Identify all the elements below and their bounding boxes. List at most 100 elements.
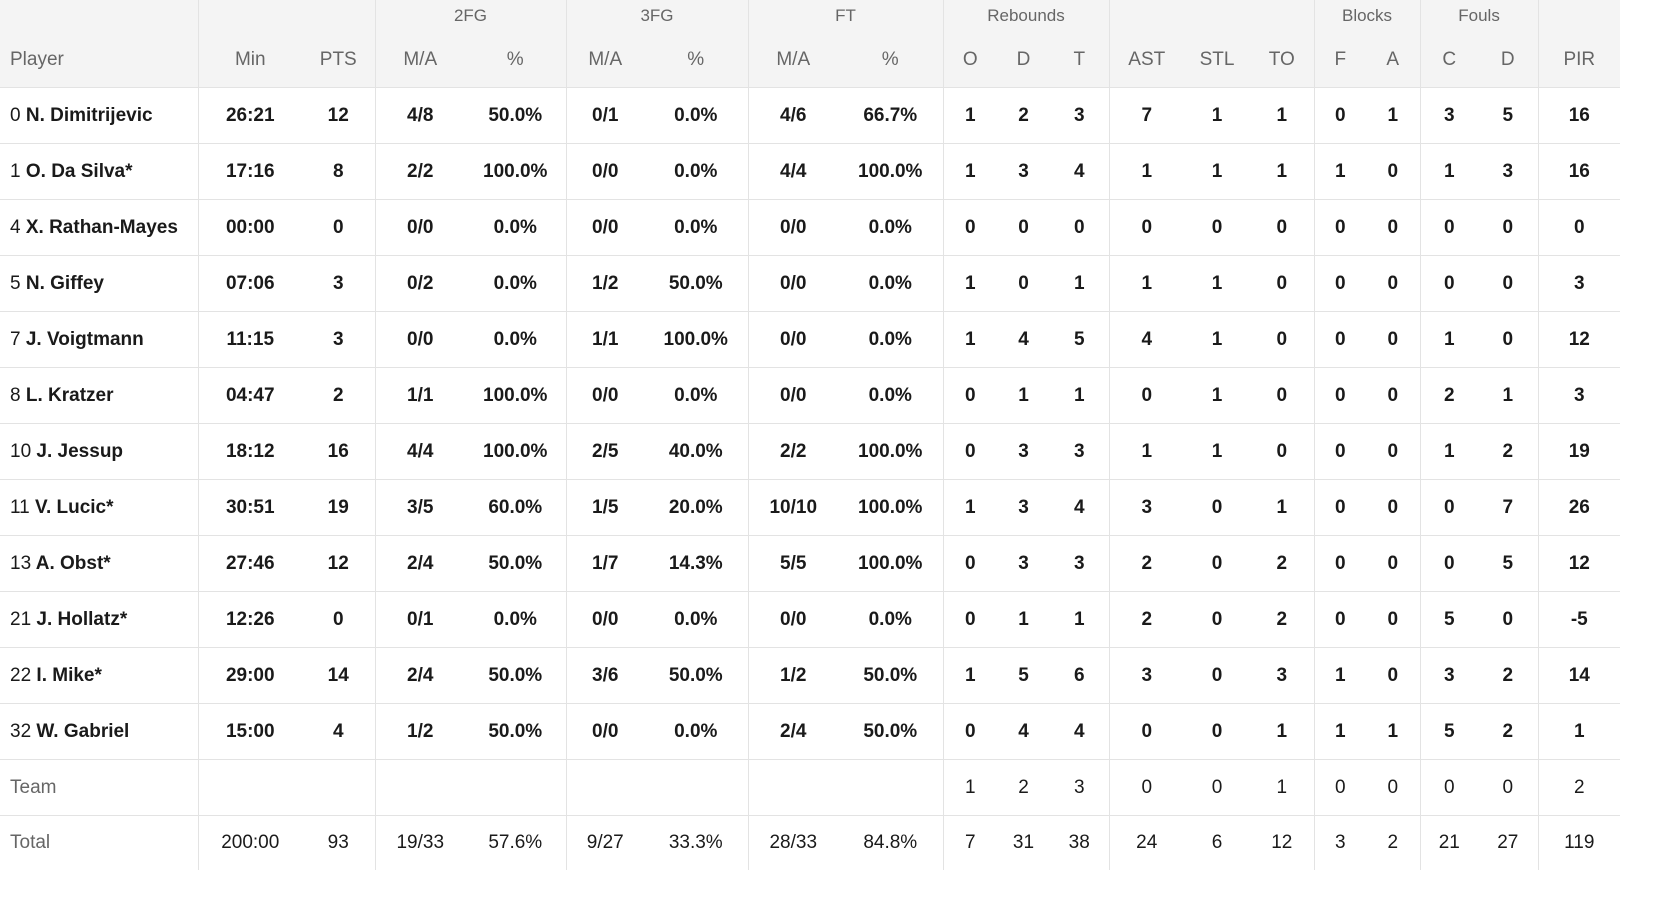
stat-reb-o: 1 xyxy=(942,87,997,144)
column-header-blk-a[interactable]: A xyxy=(1366,32,1421,88)
stat-foul-d: 3 xyxy=(1478,143,1539,200)
column-header-stl[interactable]: STL xyxy=(1184,32,1250,88)
table-row[interactable]: 1 O. Da Silva* 17:16 8 2/2 100.0% 0/0 0.0% 4/4 1… xyxy=(0,143,1621,200)
stat-3fg-pct: 0.0% xyxy=(644,87,748,144)
stat-pts: 16 xyxy=(302,423,375,480)
stat-pir: 3 xyxy=(1537,255,1621,312)
team-foul-d: 0 xyxy=(1478,759,1539,816)
column-header-foul-c[interactable]: C xyxy=(1419,32,1479,88)
stat-ft-ma: 1/2 xyxy=(747,647,838,704)
column-header-2fg-pct[interactable]: % xyxy=(465,32,566,88)
stat-pts: 12 xyxy=(302,87,375,144)
column-header-to[interactable]: TO xyxy=(1250,32,1315,88)
stat-foul-d: 5 xyxy=(1478,535,1539,592)
column-header-reb-d[interactable]: D xyxy=(997,32,1050,88)
column-header-min[interactable]: Min xyxy=(197,32,302,88)
column-header-ft-ma[interactable]: M/A xyxy=(747,32,838,88)
team-to: 1 xyxy=(1250,759,1315,816)
player-name-link[interactable]: O. Da Silva* xyxy=(25,160,133,182)
stat-blk-f: 0 xyxy=(1313,199,1367,256)
player-name-link[interactable]: J. Jessup xyxy=(36,440,124,462)
stat-2fg-pct: 50.0% xyxy=(465,703,566,760)
player-name-link[interactable]: N. Giffey xyxy=(25,272,104,294)
player-name-link[interactable]: I. Mike* xyxy=(36,664,102,686)
table-row[interactable]: 0 N. Dimitrijevic 26:21 12 4/8 50.0% 0/1 0.0% 4… xyxy=(0,87,1621,144)
stat-3fg-pct: 0.0% xyxy=(644,199,748,256)
column-header-reb-o[interactable]: O xyxy=(942,32,997,88)
stat-min: 00:00 xyxy=(197,199,302,256)
stat-blk-f: 0 xyxy=(1313,311,1367,368)
player-cell[interactable]: 11 V. Lucic* xyxy=(0,479,198,536)
table-row[interactable]: 8 L. Kratzer 04:47 2 1/1 100.0% 0/0 0.0% 0/0 0.0… xyxy=(0,367,1621,424)
player-cell[interactable]: 22 I. Mike* xyxy=(0,647,198,704)
stat-ast: 0 xyxy=(1108,367,1184,424)
stat-blk-f: 0 xyxy=(1313,535,1367,592)
column-header-3fg-ma[interactable]: M/A xyxy=(565,32,644,88)
player-name-link[interactable]: J. Hollatz* xyxy=(36,608,128,630)
stat-blk-f: 0 xyxy=(1313,87,1367,144)
player-cell[interactable]: 21 J. Hollatz* xyxy=(0,591,198,648)
column-header-ast[interactable]: AST xyxy=(1108,32,1184,88)
player-name-link[interactable]: N. Dimitrijevic xyxy=(25,104,153,126)
table-row[interactable]: 7 J. Voigtmann 11:15 3 0/0 0.0% 1/1 100.0% 0/0 0… xyxy=(0,311,1621,368)
column-header-pir[interactable]: PIR xyxy=(1537,32,1621,88)
total-to: 12 xyxy=(1271,832,1293,853)
player-name-link[interactable]: V. Lucic* xyxy=(35,496,114,518)
stat-pts: 2 xyxy=(302,367,375,424)
team-pir: 2 xyxy=(1537,759,1621,816)
column-header-reb-t[interactable]: T xyxy=(1050,32,1109,88)
column-header-3fg-pct[interactable]: % xyxy=(644,32,748,88)
player-cell[interactable]: 0 N. Dimitrijevic xyxy=(0,87,198,144)
player-cell[interactable]: 13 A. Obst* xyxy=(0,535,198,592)
column-header-2fg-ma[interactable]: M/A xyxy=(374,32,465,88)
player-name-link[interactable]: L. Kratzer xyxy=(25,384,114,406)
stat-foul-d: 0 xyxy=(1478,311,1539,368)
stat-reb-o: 0 xyxy=(942,535,997,592)
player-cell[interactable]: 5 N. Giffey xyxy=(0,255,198,312)
stat-blk-a: 0 xyxy=(1366,367,1421,424)
stat-reb-t: 4 xyxy=(1050,703,1109,760)
table-row[interactable]: 4 X. Rathan-Mayes 00:00 0 0/0 0.0% 0/0 0.0% 0/0… xyxy=(0,199,1621,256)
stat-blk-f: 1 xyxy=(1313,143,1367,200)
player-name-link[interactable]: J. Voigtmann xyxy=(25,328,144,350)
stat-pts: 8 xyxy=(302,143,375,200)
player-number: 8 xyxy=(10,384,21,406)
player-name-link[interactable]: A. Obst* xyxy=(35,552,111,574)
stat-stl: 0 xyxy=(1184,479,1250,536)
column-header-ft-pct[interactable]: % xyxy=(838,32,943,88)
total-2fg-pct: 57.6% xyxy=(488,832,543,853)
table-row[interactable]: 10 J. Jessup 18:12 16 4/4 100.0% 2/5 40.0% 2/2 1… xyxy=(0,423,1621,480)
stat-2fg-pct: 0.0% xyxy=(465,199,566,256)
table-row[interactable]: 32 W. Gabriel 15:00 4 1/2 50.0% 0/0 0.0% 2/4 50.… xyxy=(0,703,1621,760)
player-cell[interactable]: 4 X. Rathan-Mayes xyxy=(0,199,198,256)
table-row[interactable]: 13 A. Obst* 27:46 12 2/4 50.0% 1/7 14.3% 5/5 100… xyxy=(0,535,1621,592)
group-header-empty xyxy=(1537,0,1621,32)
stat-3fg-pct: 0.0% xyxy=(644,703,748,760)
column-header-player[interactable]: Player xyxy=(0,32,198,88)
player-cell[interactable]: 10 J. Jessup xyxy=(0,423,198,480)
player-name-link[interactable]: X. Rathan-Mayes xyxy=(25,216,178,238)
player-cell[interactable]: 1 O. Da Silva* xyxy=(0,143,198,200)
player-name-link[interactable]: W. Gabriel xyxy=(36,720,130,742)
column-header-foul-d[interactable]: D xyxy=(1478,32,1539,88)
column-header-blk-f[interactable]: F xyxy=(1313,32,1367,88)
stat-stl: 0 xyxy=(1184,647,1250,704)
table-row[interactable]: 5 N. Giffey 07:06 3 0/2 0.0% 1/2 50.0% 0/0 0.0% 1… xyxy=(0,255,1621,312)
player-cell[interactable]: 32 W. Gabriel xyxy=(0,703,198,760)
stat-2fg-ma: 4/4 xyxy=(374,423,465,480)
stat-ft-ma: 0/0 xyxy=(747,367,838,424)
stat-reb-d: 1 xyxy=(997,367,1050,424)
table-row[interactable]: 22 I. Mike* 29:00 14 2/4 50.0% 3/6 50.0% 1/2 50.… xyxy=(0,647,1621,704)
table-row[interactable]: 11 V. Lucic* 30:51 19 3/5 60.0% 1/5 20.0% 10/10… xyxy=(0,479,1621,536)
table-row[interactable]: 21 J. Hollatz* 12:26 0 0/1 0.0% 0/0 0.0% 0/0 0.0… xyxy=(0,591,1621,648)
stat-ft-ma: 4/4 xyxy=(747,143,838,200)
stat-stl: 1 xyxy=(1184,367,1250,424)
column-header-pts[interactable]: PTS xyxy=(302,32,375,88)
stat-blk-f: 0 xyxy=(1313,423,1367,480)
player-cell[interactable]: 8 L. Kratzer xyxy=(0,367,198,424)
stat-blk-a: 1 xyxy=(1366,703,1421,760)
player-cell[interactable]: 7 J. Voigtmann xyxy=(0,311,198,368)
stat-stl: 1 xyxy=(1184,423,1250,480)
stat-pts: 14 xyxy=(302,647,375,704)
stat-2fg-ma: 4/8 xyxy=(374,87,465,144)
